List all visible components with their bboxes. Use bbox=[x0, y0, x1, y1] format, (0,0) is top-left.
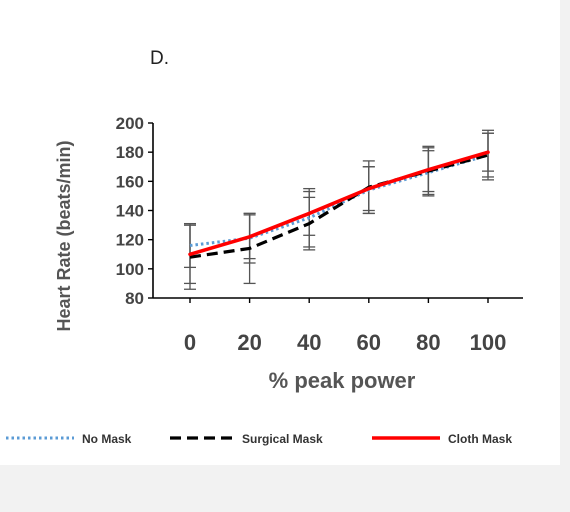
series-lines bbox=[188, 150, 490, 259]
series-line-surgical-mask bbox=[189, 153, 489, 259]
legend-label: Surgical Mask bbox=[242, 432, 323, 446]
x-tick-label: 60 bbox=[357, 330, 381, 355]
x-axis-title: % peak power bbox=[269, 368, 416, 393]
x-tick-label: 100 bbox=[470, 330, 507, 355]
legend: No Mask Surgical Mask Cloth Mask bbox=[6, 432, 512, 446]
y-tick-label: 180 bbox=[116, 143, 144, 162]
figure-panel: D. Heart Rate (beats/min) % peak power 8… bbox=[0, 0, 560, 465]
error-bars bbox=[184, 129, 494, 290]
y-tick-label: 200 bbox=[116, 114, 144, 133]
y-tick-label: 120 bbox=[116, 231, 144, 250]
heart-rate-chart: D. Heart Rate (beats/min) % peak power 8… bbox=[6, 48, 523, 446]
x-tick-label: 40 bbox=[297, 330, 321, 355]
series-line-cloth-mask bbox=[188, 150, 490, 257]
axes: 80 100 120 140 160 180 200 0 20 40 60 80 100 bbox=[116, 114, 523, 355]
x-tick-label: 80 bbox=[416, 330, 440, 355]
legend-item: Surgical Mask bbox=[170, 432, 323, 446]
legend-label: No Mask bbox=[82, 432, 132, 446]
legend-label: Cloth Mask bbox=[448, 432, 512, 446]
y-tick-label: 140 bbox=[116, 202, 144, 221]
y-axis-title: Heart Rate (beats/min) bbox=[54, 140, 74, 331]
y-tick-label: 80 bbox=[125, 289, 144, 308]
legend-item: Cloth Mask bbox=[372, 432, 512, 446]
x-tick-label: 20 bbox=[237, 330, 261, 355]
legend-item: No Mask bbox=[6, 432, 132, 446]
x-tick-label: 0 bbox=[184, 330, 196, 355]
panel-label: D. bbox=[150, 48, 169, 69]
y-tick-label: 100 bbox=[116, 260, 144, 279]
y-tick-label: 160 bbox=[116, 172, 144, 191]
